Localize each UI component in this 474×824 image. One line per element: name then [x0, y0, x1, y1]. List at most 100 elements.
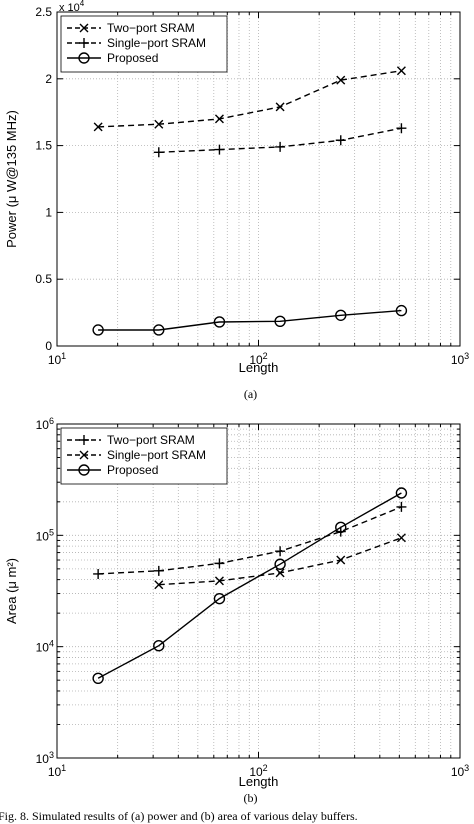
data-point [396, 123, 407, 134]
legend-marker [79, 23, 89, 33]
x-axis-label: Length [239, 774, 279, 789]
x-tick-label: 101 [48, 763, 66, 779]
y-tick-label-exp: 6 [49, 416, 54, 426]
y-multiplier-base: x 10 [59, 2, 80, 14]
subfigure-caption: (b) [244, 791, 258, 805]
legend-marker [78, 52, 90, 64]
legend-box [60, 15, 228, 73]
x-tick-label-exp: 3 [464, 763, 469, 773]
y-tick-label: 104 [36, 639, 54, 655]
y-tick-label: 0 [45, 339, 52, 353]
x-tick-label: 102 [249, 763, 267, 779]
data-point [213, 592, 226, 605]
legend-entry: Single−port SRAM [107, 448, 206, 462]
legend-entry: Two−port SRAM [107, 433, 195, 447]
data-point [395, 304, 408, 317]
y-tick-label: 105 [36, 527, 54, 543]
data-point [336, 555, 346, 565]
ticks [56, 11, 461, 347]
legend-entry: Proposed [107, 463, 158, 477]
data-point [154, 119, 164, 129]
x-tick-label-exp: 1 [61, 351, 66, 361]
y-tick-label-exp: 4 [49, 639, 54, 649]
legend-entry: Single−port SRAM [107, 36, 206, 50]
data-point [275, 141, 286, 152]
data-point [214, 576, 224, 586]
data-point [335, 135, 346, 146]
series-line [98, 70, 402, 128]
y-tick-label: 106 [36, 416, 54, 432]
series-proposed [92, 304, 408, 336]
data-point [275, 102, 285, 112]
x-tick-label-base: 10 [249, 765, 263, 779]
y-multiplier-exp: 4 [80, 0, 85, 8]
y-tick-label: 103 [36, 750, 54, 766]
y-tick-label: 1.5 [35, 139, 52, 153]
x-tick-label-base: 10 [249, 353, 263, 367]
data-point [153, 565, 164, 576]
data-point [396, 501, 407, 512]
data-point [92, 672, 104, 684]
data-point [153, 324, 165, 336]
series-line [98, 309, 402, 331]
y-tick-label-exp: 5 [49, 527, 54, 537]
x-tick-label-exp: 2 [263, 763, 268, 773]
legend-entry: Proposed [107, 51, 158, 65]
y-tick-label-base: 10 [36, 529, 50, 543]
x-tick-label: 101 [48, 351, 66, 367]
data-point [274, 558, 286, 570]
series-proposed [92, 487, 408, 684]
data-point [213, 316, 226, 328]
data-point [336, 75, 346, 85]
legend-entry: Two−port SRAM [107, 21, 195, 35]
data-point [214, 144, 225, 155]
data-point [154, 580, 164, 590]
grid [57, 424, 460, 758]
legend-box [60, 427, 228, 485]
legend-marker [79, 435, 89, 445]
legend-marker [79, 450, 89, 460]
data-point [335, 309, 347, 321]
x-tick-label-base: 10 [451, 765, 465, 779]
x-tick-label: 103 [451, 763, 469, 779]
series-single-port-sram [154, 533, 406, 590]
data-point [153, 147, 164, 158]
series-line [98, 506, 402, 575]
data-point [214, 114, 224, 124]
data-point [275, 568, 285, 578]
y-tick-label-exp: 3 [49, 750, 54, 760]
series-two-port-sram [93, 66, 406, 132]
legend-marker [78, 464, 90, 476]
data-point [274, 315, 286, 327]
data-point [396, 66, 406, 76]
y-tick-label: 0.5 [35, 272, 52, 286]
figure-caption: Fig. 8. Simulated results of (a) power a… [0, 809, 358, 823]
subfigure-caption: (a) [244, 387, 257, 401]
data-point [92, 324, 104, 336]
data-point [335, 521, 347, 534]
legend-marker [79, 38, 89, 48]
x-tick-label-base: 10 [48, 765, 62, 779]
data-point [93, 122, 103, 132]
x-tick-label-exp: 3 [464, 351, 469, 361]
y-tick-label-base: 10 [36, 641, 50, 655]
x-tick-label-base: 10 [48, 353, 62, 367]
y-axis-label: Area (μ m²) [4, 558, 19, 624]
data-point [93, 568, 104, 579]
y-tick-label-base: 10 [36, 752, 50, 766]
y-tick-label: 2 [45, 72, 52, 86]
x-tick-label-exp: 2 [263, 351, 268, 361]
x-tick-label: 103 [451, 351, 469, 367]
x-tick-label: 102 [249, 351, 267, 367]
y-tick-label: 1 [45, 205, 52, 219]
data-point [395, 487, 408, 499]
data-point [214, 558, 225, 569]
data-point [275, 546, 286, 557]
ticks [56, 424, 461, 759]
series-single-port-sram [153, 123, 407, 158]
x-tick-label-base: 10 [451, 353, 465, 367]
